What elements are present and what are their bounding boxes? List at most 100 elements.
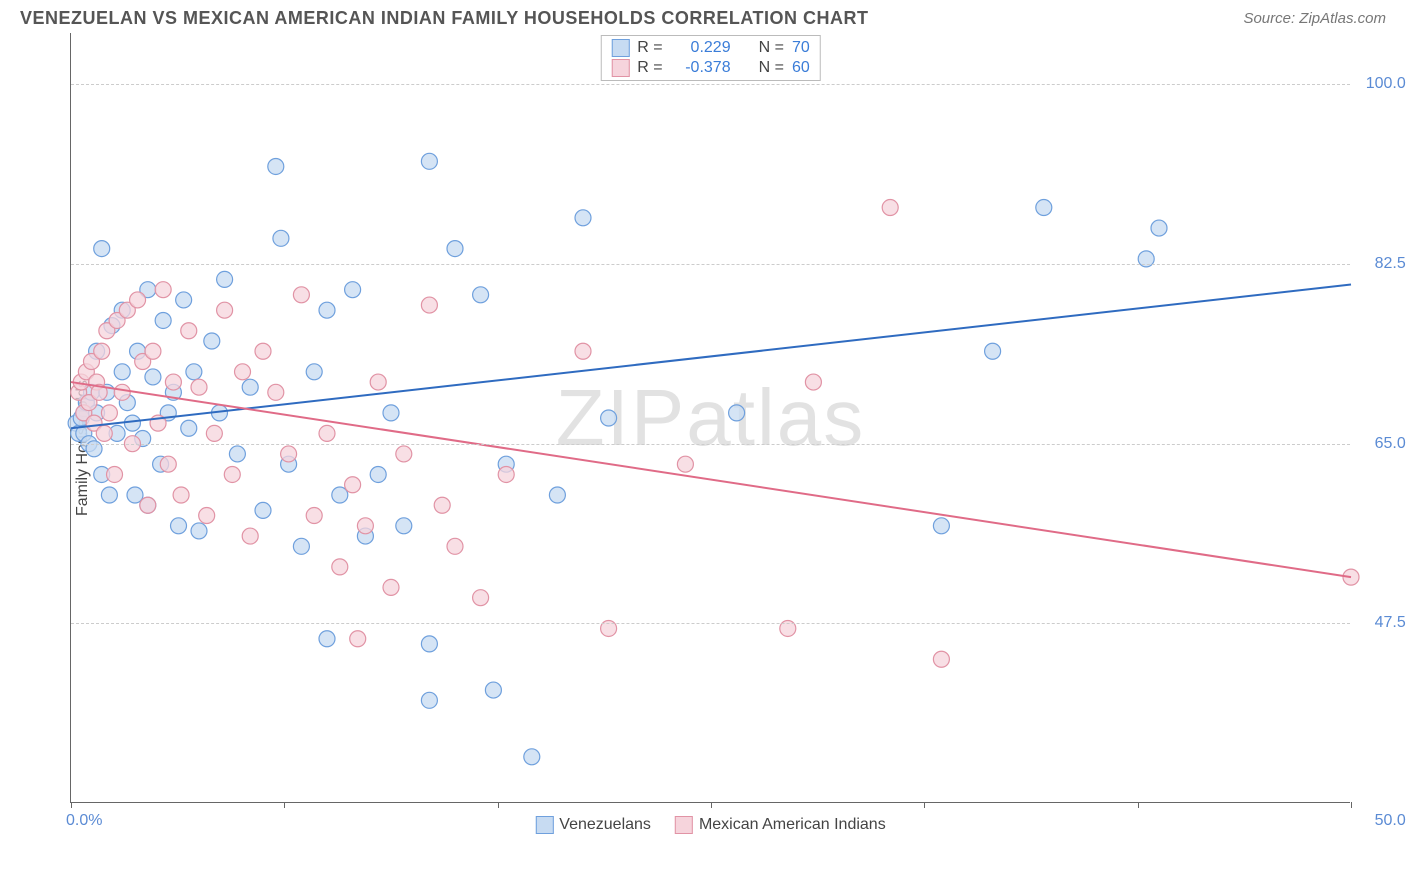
data-point [1151, 220, 1167, 236]
stat-n-label: N = [759, 39, 784, 57]
data-point [524, 749, 540, 765]
data-point [345, 477, 361, 493]
stat-n-value: 70 [792, 39, 810, 57]
gridline [71, 264, 1350, 265]
legend-item: Mexican American Indians [675, 816, 886, 834]
data-point [124, 415, 140, 431]
data-point [383, 579, 399, 595]
data-point [199, 508, 215, 524]
x-tick [1351, 802, 1352, 808]
stat-r-label: R = [637, 59, 662, 77]
data-point [171, 518, 187, 534]
x-tick [711, 802, 712, 808]
data-point [191, 523, 207, 539]
data-point [345, 282, 361, 298]
data-point [434, 497, 450, 513]
data-point [933, 651, 949, 667]
data-point [933, 518, 949, 534]
data-point [160, 456, 176, 472]
plot-area: ZIPatlas R =0.229N =70R =-0.378N =60 Ven… [70, 33, 1350, 803]
data-point [130, 292, 146, 308]
data-point [805, 374, 821, 390]
legend-swatch [535, 816, 553, 834]
data-point [1036, 200, 1052, 216]
y-tick-label: 100.0% [1360, 75, 1406, 93]
stat-r-value: -0.378 [671, 59, 731, 77]
data-point [224, 466, 240, 482]
data-point [319, 425, 335, 441]
x-tick [1138, 802, 1139, 808]
legend-swatch [611, 59, 629, 77]
data-point [155, 282, 171, 298]
data-point [204, 333, 220, 349]
data-point [396, 446, 412, 462]
data-point [421, 636, 437, 652]
data-point [101, 487, 117, 503]
gridline [71, 444, 1350, 445]
data-point [383, 405, 399, 421]
y-tick-label: 65.0% [1360, 435, 1406, 453]
data-point [268, 384, 284, 400]
data-point [268, 158, 284, 174]
data-point [601, 410, 617, 426]
chart-container: Family Households ZIPatlas R =0.229N =70… [20, 33, 1390, 863]
data-point [114, 364, 130, 380]
data-point [181, 323, 197, 339]
data-point [235, 364, 251, 380]
data-point [985, 343, 1001, 359]
stat-r-label: R = [637, 39, 662, 57]
data-point [293, 287, 309, 303]
data-point [677, 456, 693, 472]
x-min-label: 0.0% [66, 812, 102, 830]
data-point [549, 487, 565, 503]
data-point [206, 425, 222, 441]
y-tick-label: 47.5% [1360, 614, 1406, 632]
data-point [473, 590, 489, 606]
x-tick [924, 802, 925, 808]
legend-label: Venezuelans [559, 816, 651, 834]
data-point [729, 405, 745, 421]
source-label: Source: ZipAtlas.com [1243, 10, 1386, 27]
data-point [473, 287, 489, 303]
legend-stat-row: R =-0.378N =60 [611, 59, 809, 77]
data-point [421, 153, 437, 169]
data-point [319, 631, 335, 647]
data-point [273, 230, 289, 246]
data-point [370, 466, 386, 482]
scatter-svg [71, 33, 1350, 802]
gridline [71, 623, 1350, 624]
data-point [217, 271, 233, 287]
data-point [229, 446, 245, 462]
x-max-label: 50.0% [1375, 812, 1406, 830]
data-point [421, 297, 437, 313]
x-tick [71, 802, 72, 808]
data-point [186, 364, 202, 380]
data-point [101, 405, 117, 421]
data-point [370, 374, 386, 390]
data-point [94, 343, 110, 359]
data-point [140, 497, 156, 513]
data-point [242, 528, 258, 544]
data-point [165, 374, 181, 390]
data-point [447, 241, 463, 257]
legend-swatch [611, 39, 629, 57]
data-point [94, 241, 110, 257]
data-point [145, 369, 161, 385]
data-point [173, 487, 189, 503]
data-point [281, 446, 297, 462]
data-point [306, 364, 322, 380]
data-point [217, 302, 233, 318]
legend-swatch [675, 816, 693, 834]
data-point [447, 538, 463, 554]
data-point [96, 425, 112, 441]
data-point [319, 302, 335, 318]
data-point [306, 508, 322, 524]
data-point [882, 200, 898, 216]
data-point [332, 559, 348, 575]
data-point [191, 379, 207, 395]
data-point [255, 343, 271, 359]
data-point [498, 466, 514, 482]
data-point [107, 466, 123, 482]
data-point [155, 312, 171, 328]
gridline [71, 84, 1350, 85]
